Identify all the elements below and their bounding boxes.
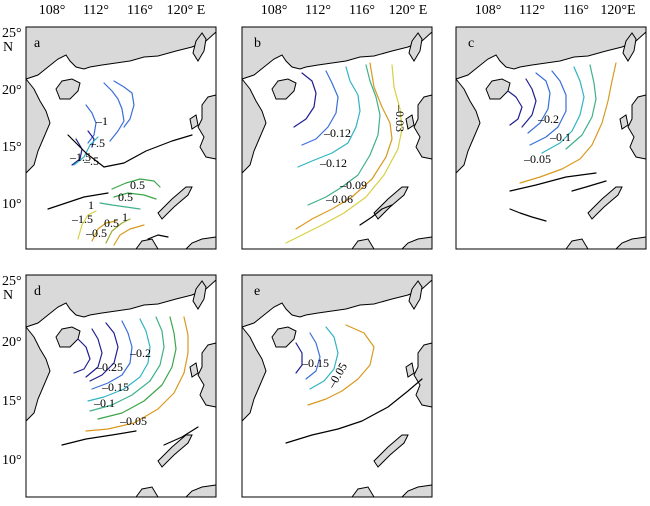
contour-label: –.5 [89, 136, 105, 150]
contour-label: 1 [88, 198, 94, 212]
lat-tick: 10° [2, 197, 22, 212]
contour-label: –0.15 [301, 356, 329, 370]
contour-label: 0.5 [130, 178, 145, 192]
panel-letter: c [468, 36, 474, 51]
panel-c: –0.2 –0.1 –0.05 c [455, 26, 647, 250]
contour-label: –0.5 [85, 226, 107, 240]
panel-d: –0.25 –0.2 –0.15 –0.1 –0.05 d [25, 274, 217, 498]
contour-label: –0.15 [101, 380, 129, 394]
lon-tick: 116° [563, 3, 589, 18]
lat-tick: 15° [2, 140, 22, 155]
lon-tick: 120° E [167, 3, 206, 18]
contour-label: –0.1 [549, 130, 571, 144]
contour-label: 0.5 [118, 190, 133, 204]
lon-ticks-top: 108° 112° 116° 120° E 108° 112° 116° 120… [39, 3, 636, 18]
lon-tick: 108° [475, 3, 502, 18]
lon-tick: 108° [261, 3, 288, 18]
panel-letter: b [254, 36, 261, 51]
lat-tick: 15° [2, 394, 22, 409]
panel-b: –0.12 –0.12 –0.09 –0.06 –0.03 b [241, 26, 433, 250]
lon-tick: 120° E [389, 3, 428, 18]
lat-tick: 20° [2, 83, 22, 98]
panel-letter: e [254, 284, 260, 299]
contour-label: –0.05 [523, 152, 551, 166]
lat-tick: 25° [2, 26, 22, 41]
contour-label: 1 [122, 210, 128, 224]
contour-label: –0.2 [537, 112, 559, 126]
lon-tick: 112° [519, 3, 545, 18]
contour-label: –0.09 [339, 178, 367, 192]
lon-tick: 116° [127, 3, 153, 18]
contour-label: –.5 [83, 154, 99, 168]
panel-letter: d [34, 284, 41, 299]
panel-letter: a [34, 36, 41, 51]
lon-tick: 108° [39, 3, 66, 18]
contour-label: –0.25 [95, 360, 123, 374]
contour-label: –0.05 [119, 414, 147, 428]
lon-tick: 112° [305, 3, 331, 18]
contour-label: –0.2 [129, 346, 151, 360]
contour-label: –1.5 [71, 212, 93, 226]
contour-label: –0.12 [323, 126, 351, 140]
contour-label: –0.06 [325, 192, 353, 206]
lat-ticks: 25° N 20° 15° 10° 25° N 20° 15° 10° [2, 26, 22, 468]
contour-label: 0.5 [104, 216, 119, 230]
lat-tick: 10° [2, 453, 22, 468]
lon-tick: 116° [349, 3, 375, 18]
lat-unit: N [3, 288, 13, 303]
contour-label: –1.5 [69, 150, 91, 164]
contour-label: –0.1 [93, 396, 115, 410]
contour-label: –1 [95, 114, 108, 128]
lat-tick: 25° [2, 274, 22, 289]
lat-unit: N [3, 40, 13, 55]
contour-label: –0.12 [319, 156, 347, 170]
panel-a: –1 –.5 –.5 1 0.5 0.5 1 0.5 –1.5 –1.5 –0.… [25, 26, 217, 250]
lat-tick: 20° [2, 335, 22, 350]
panel-e: –0.15 –0.05 e [241, 274, 433, 498]
lon-tick: 120°E [600, 3, 635, 18]
contour-label: –0.03 [393, 104, 407, 132]
lon-tick: 112° [83, 3, 109, 18]
